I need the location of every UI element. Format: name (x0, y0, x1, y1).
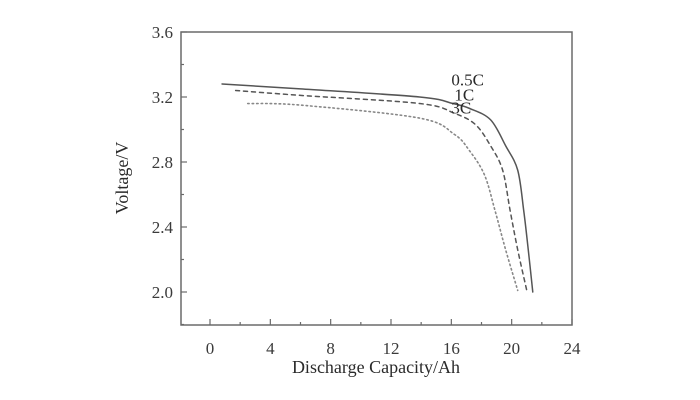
y-axis-label: Voltage/V (112, 142, 132, 215)
x-tick-label: 8 (326, 339, 335, 358)
x-tick-label: 16 (443, 339, 460, 358)
series-label: 0.5C (451, 71, 484, 90)
series-line-0_5C (221, 83, 534, 293)
x-axis-ticks: 0 4 8 12 16 20 24 (206, 319, 581, 358)
x-tick-label: 24 (564, 339, 582, 358)
y-tick-label: 3.6 (152, 23, 173, 42)
y-tick-label: 3.2 (152, 88, 173, 107)
y-axis-ticks: 2.0 2.4 2.8 3.2 3.6 (152, 23, 187, 326)
x-tick-label: 4 (266, 339, 275, 358)
series-label: 1C (454, 85, 474, 104)
series-line-3C (246, 102, 519, 292)
series-label: 3C (451, 98, 471, 117)
x-axis-label: Discharge Capacity/Ah (292, 357, 460, 377)
y-tick-label: 2.8 (152, 153, 173, 172)
x-tick-label: 0 (206, 339, 215, 358)
series-line-1C (234, 89, 528, 292)
y-tick-label: 2.4 (152, 218, 174, 237)
plot-frame (180, 31, 573, 326)
series-group (221, 83, 534, 293)
x-tick-label: 12 (383, 339, 400, 358)
y-tick-label: 2.0 (152, 283, 173, 302)
x-tick-label: 20 (503, 339, 520, 358)
